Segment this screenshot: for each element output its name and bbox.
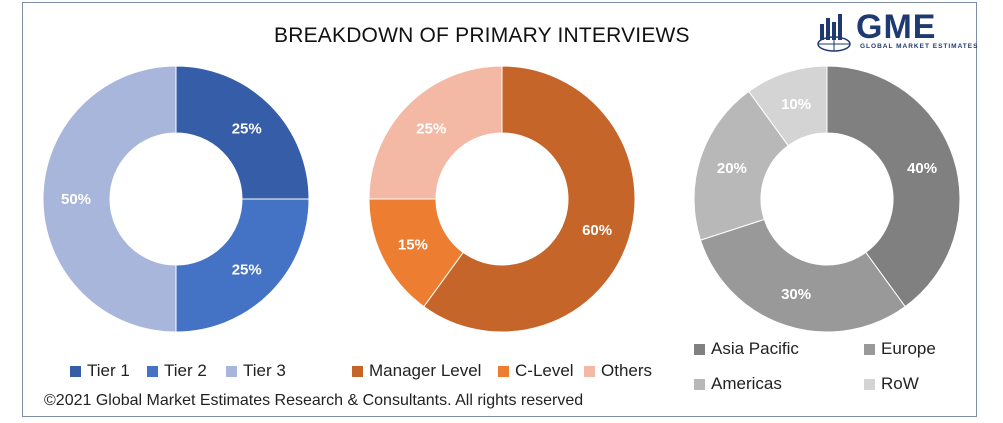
legend-swatch xyxy=(70,365,81,377)
legend-item-tier-3: Tier 3 xyxy=(226,361,286,381)
slice-label-row: 10% xyxy=(781,96,811,113)
donut-slice-tier-1 xyxy=(175,65,310,200)
logo-name: GME xyxy=(856,8,937,46)
copyright-text: ©2021 Global Market Estimates Research &… xyxy=(44,392,584,409)
logo-tagline: GLOBAL MARKET ESTIMATES xyxy=(860,43,979,50)
legend-swatch xyxy=(864,343,875,355)
donut-slice-americas xyxy=(693,90,789,241)
legend-swatch xyxy=(226,365,237,377)
slice-label-tier-1: 25% xyxy=(232,120,262,137)
legend-label: Tier 3 xyxy=(243,361,286,380)
legend-item-europe: Europe xyxy=(864,339,936,359)
legend-swatch xyxy=(352,365,363,377)
donut-chart-tier: 25% 25% 50% xyxy=(42,65,310,333)
donut-slice-europe xyxy=(699,218,906,333)
legend-item-americas: Americas xyxy=(694,374,782,394)
slice-label-tier-3: 50% xyxy=(61,191,91,208)
slice-label-americas: 20% xyxy=(717,160,747,177)
globe-icon xyxy=(817,14,851,52)
legend-label: Europe xyxy=(881,339,936,358)
legend-item-asia-pacific: Asia Pacific xyxy=(694,339,799,359)
legend-label: Asia Pacific xyxy=(711,339,799,358)
legend-swatch xyxy=(147,365,158,377)
legend-item-tier-1: Tier 1 xyxy=(70,361,130,381)
legend-swatch xyxy=(694,343,705,355)
slice-label-tier-2: 25% xyxy=(232,262,262,279)
legend-label: Tier 1 xyxy=(87,361,130,380)
legend-label: C-Level xyxy=(515,361,574,380)
donut-slice-tier-3 xyxy=(42,65,177,333)
slice-label-asia-pacific: 40% xyxy=(907,160,937,177)
legend-label: Manager Level xyxy=(369,361,482,380)
legend-label: Tier 2 xyxy=(164,361,207,380)
legend-label: Others xyxy=(601,361,653,380)
legend-label: Americas xyxy=(711,374,782,393)
legend-swatch xyxy=(498,365,509,377)
legend-item-manager-level: Manager Level xyxy=(352,361,481,381)
slice-label-c-level: 15% xyxy=(398,236,428,253)
chart-title: BREAKDOWN OF PRIMARY INTERVIEWS xyxy=(274,24,690,47)
donut-slice-manager-level xyxy=(423,65,636,333)
gme-logo: GME GLOBAL MARKET ESTIMATES xyxy=(816,8,977,56)
donut-slice-others xyxy=(368,65,503,200)
legend-item-row: RoW xyxy=(864,374,919,394)
donut-slice-tier-2 xyxy=(175,198,310,333)
legend-label: RoW xyxy=(881,374,919,393)
legend-item-c-level: C-Level xyxy=(498,361,574,381)
legend-item-others: Others xyxy=(584,361,652,381)
slice-label-europe: 30% xyxy=(781,286,811,303)
donut-slice-row xyxy=(748,65,828,147)
legend-swatch xyxy=(584,365,595,377)
donut-chart-region: 40% 30% 20% 10% xyxy=(693,65,961,333)
donut-slice-asia-pacific xyxy=(826,65,961,308)
slice-label-manager-level: 60% xyxy=(582,222,612,239)
legend-swatch xyxy=(864,378,875,390)
legend-item-tier-2: Tier 2 xyxy=(147,361,207,381)
legend-swatch xyxy=(694,378,705,390)
donut-chart-level: 60% 15% 25% xyxy=(368,65,636,333)
slice-label-others: 25% xyxy=(416,120,446,137)
